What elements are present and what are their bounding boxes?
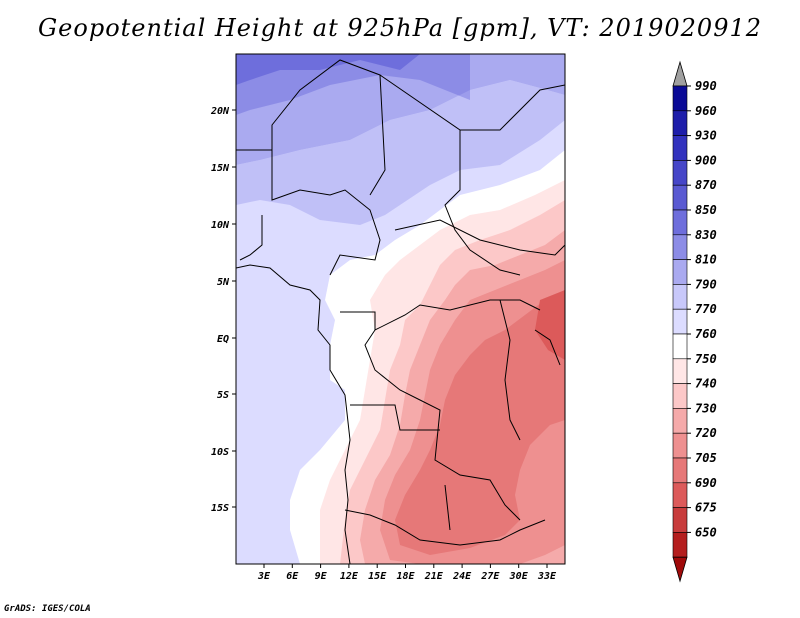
lat-label: 10S bbox=[211, 447, 229, 458]
colorbar-level-label: 650 bbox=[695, 525, 717, 539]
colorbar-bottom-arrow bbox=[672, 556, 688, 583]
lon-label: 33E bbox=[537, 571, 557, 582]
colorbar-level-label: 810 bbox=[695, 253, 717, 267]
colorbar-swatch bbox=[672, 110, 688, 136]
lon-label: 15E bbox=[368, 571, 387, 582]
lon-label: 9E bbox=[315, 571, 328, 582]
colorbar-swatch bbox=[672, 333, 688, 360]
colorbar-swatch bbox=[672, 383, 688, 409]
colorbar-swatch bbox=[672, 234, 688, 260]
colorbar-level-label: 720 bbox=[695, 426, 717, 440]
lat-label: EQ bbox=[217, 334, 229, 345]
lat-label: 15S bbox=[211, 503, 229, 514]
colorbar-swatch bbox=[672, 135, 688, 161]
colorbar-swatch bbox=[672, 308, 688, 335]
colorbar-top-arrow bbox=[672, 60, 688, 87]
latitude-axis: 20N 15N 10N 5N EQ 5S 10S 15S bbox=[210, 106, 236, 514]
colorbar-level-label: 990 bbox=[695, 79, 717, 93]
colorbar-swatch bbox=[672, 358, 688, 384]
colorbar-swatch bbox=[672, 284, 688, 310]
lon-label: 30E bbox=[509, 571, 529, 582]
lon-label: 24E bbox=[452, 571, 472, 582]
colorbar-level-label: 705 bbox=[695, 451, 717, 465]
colorbar-level-label: 690 bbox=[695, 476, 717, 490]
colorbar-swatch bbox=[672, 209, 688, 236]
colorbar: 990 960 930 900 870 850 830 810 790 770 760 750 740 7… bbox=[672, 60, 717, 583]
lat-label: 10N bbox=[211, 220, 230, 231]
colorbar-level-label: 960 bbox=[695, 104, 717, 118]
lon-label: 21E bbox=[424, 571, 444, 582]
colorbar-swatch bbox=[672, 259, 688, 285]
field-shading bbox=[236, 54, 565, 564]
colorbar-level-label: 675 bbox=[695, 501, 717, 515]
colorbar-level-label: 750 bbox=[695, 352, 717, 366]
lon-label: 12E bbox=[340, 571, 359, 582]
colorbar-swatch bbox=[672, 482, 688, 508]
colorbar-level-label: 870 bbox=[695, 178, 717, 192]
lon-label: 6E bbox=[286, 571, 299, 582]
colorbar-level-label: 790 bbox=[695, 277, 717, 291]
country-borders bbox=[236, 59, 565, 564]
longitude-axis: 3E 6E 9E 12E 15E 18E 21E 24E 27E 30E 33E bbox=[257, 564, 557, 582]
colorbar-swatch bbox=[672, 160, 688, 186]
lon-label: 3E bbox=[257, 571, 271, 582]
lon-label: 18E bbox=[396, 571, 415, 582]
colorbar-level-label: 850 bbox=[695, 203, 717, 217]
colorbar-level-label: 770 bbox=[695, 302, 717, 316]
colorbar-swatch bbox=[672, 432, 688, 459]
lon-label: 27E bbox=[480, 571, 500, 582]
colorbar-swatch bbox=[672, 408, 688, 434]
lat-label: 20N bbox=[210, 106, 230, 117]
colorbar-swatch bbox=[672, 184, 688, 211]
map-title: Geopotential Height at 925hPa [gpm], VT:… bbox=[38, 14, 762, 42]
colorbar-level-label: 930 bbox=[695, 129, 717, 143]
colorbar-level-label: 740 bbox=[695, 377, 717, 391]
colorbar-level-label: 760 bbox=[695, 327, 717, 341]
lat-label: 5S bbox=[217, 390, 229, 401]
colorbar-swatch bbox=[672, 507, 688, 533]
colorbar-swatch bbox=[672, 85, 688, 112]
colorbar-level-label: 900 bbox=[695, 153, 717, 167]
grads-credit: GrADS: IGES/COLA bbox=[4, 604, 91, 614]
map-frame bbox=[235, 53, 566, 565]
lat-label: 5N bbox=[217, 277, 230, 288]
lat-label: 15N bbox=[211, 163, 230, 174]
colorbar-level-label: 730 bbox=[695, 401, 717, 415]
colorbar-swatch bbox=[672, 532, 688, 558]
colorbar-level-label: 830 bbox=[695, 228, 717, 242]
colorbar-swatch bbox=[672, 457, 688, 484]
